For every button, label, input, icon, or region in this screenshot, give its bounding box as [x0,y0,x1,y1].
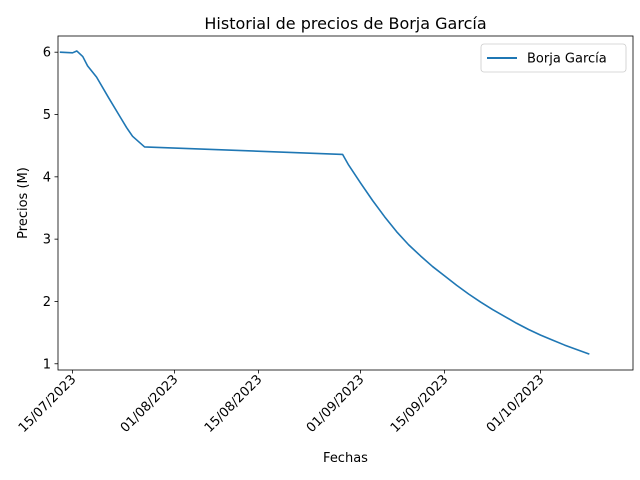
y-tick-label: 3 [43,233,51,248]
chart-title: Historial de precios de Borja García [204,14,486,33]
y-tick-label: 4 [43,170,51,185]
y-axis-ticks: 1 2 3 4 5 6 [43,46,58,372]
y-axis-label: Precios (M) [16,167,31,239]
y-tick-label: 5 [43,108,51,123]
data-marks [59,50,590,355]
y-tick-label: 1 [43,357,51,372]
legend-box [480,43,627,73]
x-axis-label: Fechas [323,451,368,466]
legend-label: Borja García [527,52,607,67]
legend: Borja García [480,43,627,73]
y-tick-label: 2 [43,295,51,310]
y-tick-label: 6 [43,46,51,61]
plot-frame [57,35,634,371]
plot-area [58,36,633,370]
series-line-0 [59,50,590,355]
